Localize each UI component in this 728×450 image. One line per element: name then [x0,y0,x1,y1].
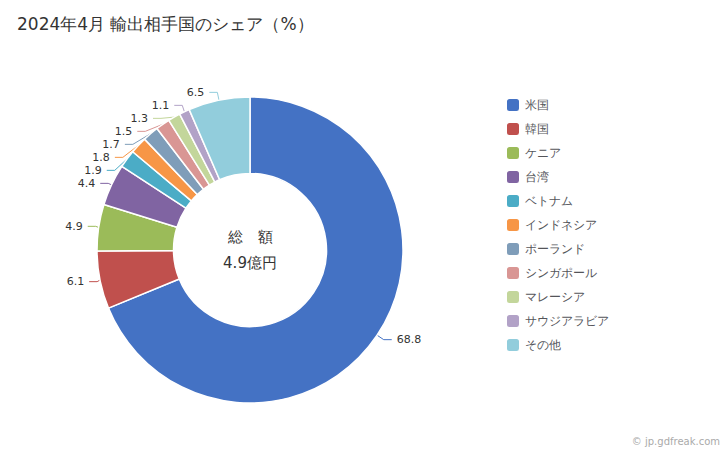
svg-text:4.9億円: 4.9億円 [223,254,277,272]
svg-text:2024年4月 輸出相手国のシェア（%）: 2024年4月 輸出相手国のシェア（%） [17,14,314,34]
svg-text:4.9: 4.9 [65,220,83,233]
svg-text:ポーランド: ポーランド [525,242,585,256]
svg-text:その他: その他 [525,338,561,352]
svg-text:ケニア: ケニア [525,146,561,160]
svg-text:1.3: 1.3 [131,112,149,125]
svg-text:1.9: 1.9 [84,164,102,177]
svg-text:1.5: 1.5 [115,125,133,138]
svg-text:6.1: 6.1 [67,275,85,288]
svg-text:© jp.gdfreak.com: © jp.gdfreak.com [632,436,720,447]
svg-text:サウジアラビア: サウジアラビア [525,314,609,328]
svg-text:米国: 米国 [525,98,549,112]
svg-text:1.1: 1.1 [152,99,170,112]
svg-text:韓国: 韓国 [525,122,549,136]
svg-text:6.5: 6.5 [187,86,205,99]
svg-text:ベトナム: ベトナム [525,194,573,208]
svg-text:1.8: 1.8 [92,151,110,164]
svg-text:台湾: 台湾 [525,170,549,184]
svg-text:4.4: 4.4 [78,177,96,190]
svg-text:総 額: 総 額 [227,228,273,246]
svg-text:シンガポール: シンガポール [525,266,597,280]
svg-text:68.8: 68.8 [397,333,422,346]
svg-text:マレーシア: マレーシア [525,290,585,304]
svg-text:インドネシア: インドネシア [525,218,597,232]
svg-text:1.7: 1.7 [102,138,120,151]
